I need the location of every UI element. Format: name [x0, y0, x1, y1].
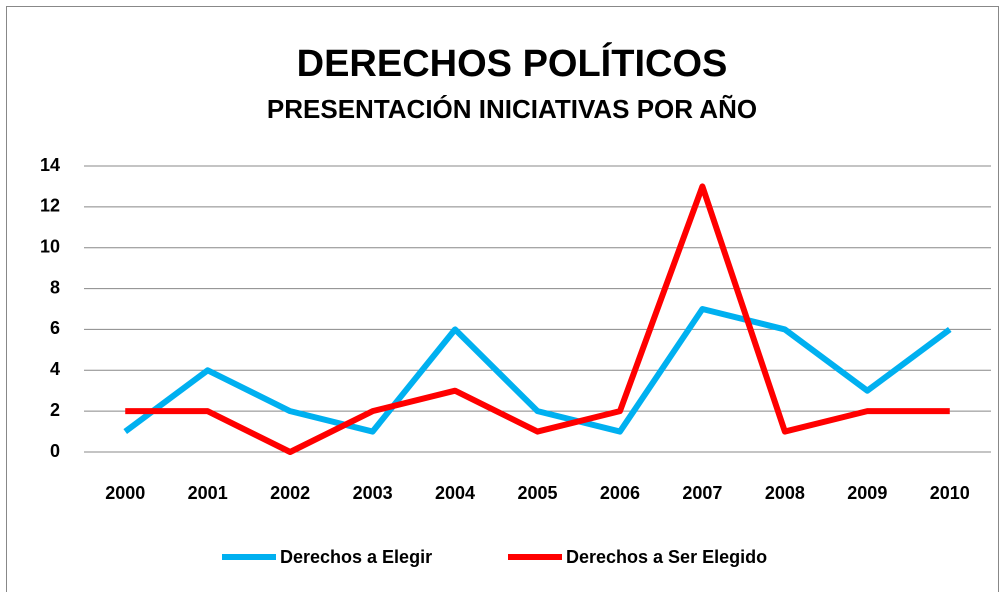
legend-label: Derechos a Ser Elegido [566, 547, 767, 567]
chart-border [6, 6, 999, 597]
x-tick-label: 2007 [682, 483, 722, 503]
x-tick-label: 2002 [270, 483, 310, 503]
x-tick-label: 2008 [765, 483, 805, 503]
y-tick-label: 14 [40, 155, 60, 175]
y-tick-label: 6 [50, 318, 60, 338]
y-tick-label: 4 [50, 359, 60, 379]
series-line [123, 306, 952, 435]
x-tick-label: 2001 [188, 483, 228, 503]
y-tick-label: 8 [50, 277, 60, 297]
x-tick-label: 2006 [600, 483, 640, 503]
chart-subtitle: PRESENTACIÓN INICIATIVAS POR AÑO [267, 94, 757, 124]
x-tick-label: 2005 [517, 483, 557, 503]
x-tick-label: 2004 [435, 483, 475, 503]
x-tick-label: 2010 [930, 483, 970, 503]
x-tick-label: 2003 [353, 483, 393, 503]
y-tick-label: 12 [40, 196, 60, 216]
y-tick-label: 0 [50, 441, 60, 461]
y-tick-label: 10 [40, 236, 60, 256]
series-line [125, 183, 950, 455]
chart-title: DERECHOS POLÍTICOS [297, 41, 728, 85]
legend-label: Derechos a Elegir [280, 547, 432, 567]
x-tick-label: 2009 [847, 483, 887, 503]
x-tick-label: 2000 [105, 483, 145, 503]
y-tick-label: 2 [50, 400, 60, 420]
